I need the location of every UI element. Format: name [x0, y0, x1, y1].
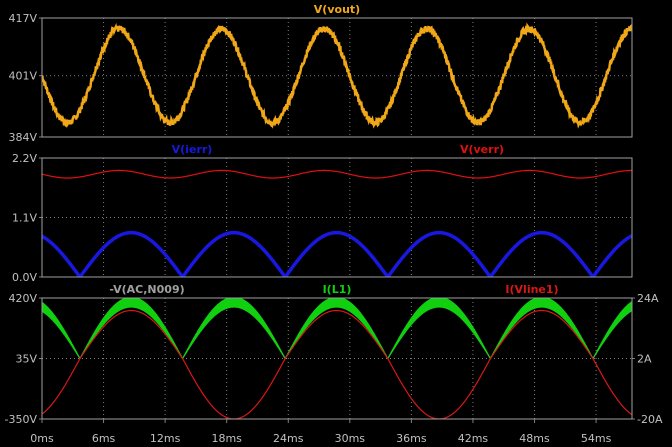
y-tick-label: 2.2V — [12, 152, 37, 165]
series-group-pane-0 — [42, 22, 632, 129]
legend-label: -V(AC,N009) — [109, 283, 184, 296]
series-v-ierr- — [42, 230, 632, 277]
legend-label: V(ierr) — [172, 143, 213, 156]
pane-frame-2 — [41, 297, 633, 420]
grid-pane-1 — [42, 158, 632, 277]
series-group-pane-2 — [42, 298, 632, 419]
series-v-verr- — [42, 169, 632, 179]
series-i-l1- — [42, 298, 632, 360]
y2-tick-label: -20A — [637, 413, 663, 426]
x-tick-label: 0ms — [30, 432, 54, 445]
legend-label: V(vout) — [314, 3, 360, 16]
x-tick-label: 48ms — [519, 432, 550, 445]
y-tick-label: 35V — [15, 353, 37, 366]
y2-tick-label: 2A — [637, 353, 652, 366]
x-tick-label: 12ms — [150, 432, 181, 445]
y-tick-label: 401V — [8, 70, 37, 83]
x-tick-label: 6ms — [92, 432, 116, 445]
grid-pane-2 — [42, 298, 632, 419]
y-tick-label: 0.0V — [12, 271, 37, 284]
pane-frame-1 — [41, 157, 633, 278]
y-tick-label: 420V — [8, 292, 37, 305]
x-tick-label: 42ms — [458, 432, 489, 445]
x-tick-label: 36ms — [396, 432, 427, 445]
pane-frame-0 — [41, 17, 633, 138]
legend-label: I(Vline1) — [505, 283, 558, 296]
y2-tick-label: 24A — [637, 292, 659, 305]
x-tick-label: 54ms — [581, 432, 612, 445]
y-tick-label: 417V — [8, 12, 37, 25]
legend-label: I(L1) — [323, 283, 352, 296]
series-group-pane-1 — [42, 169, 632, 277]
series--v-ac-n009- — [42, 303, 632, 360]
series-v-vout- — [42, 22, 632, 129]
y-tick-label: -350V — [5, 413, 38, 426]
x-tick-label: 18ms — [211, 432, 242, 445]
grid-pane-0 — [42, 18, 632, 137]
y-tick-label: 1.1V — [12, 212, 37, 225]
series-i-vline1- — [42, 309, 632, 419]
y-tick-label: 384V — [8, 131, 37, 144]
x-tick-label: 30ms — [335, 432, 366, 445]
x-tick-label: 24ms — [273, 432, 304, 445]
legend-label: V(verr) — [460, 143, 504, 156]
